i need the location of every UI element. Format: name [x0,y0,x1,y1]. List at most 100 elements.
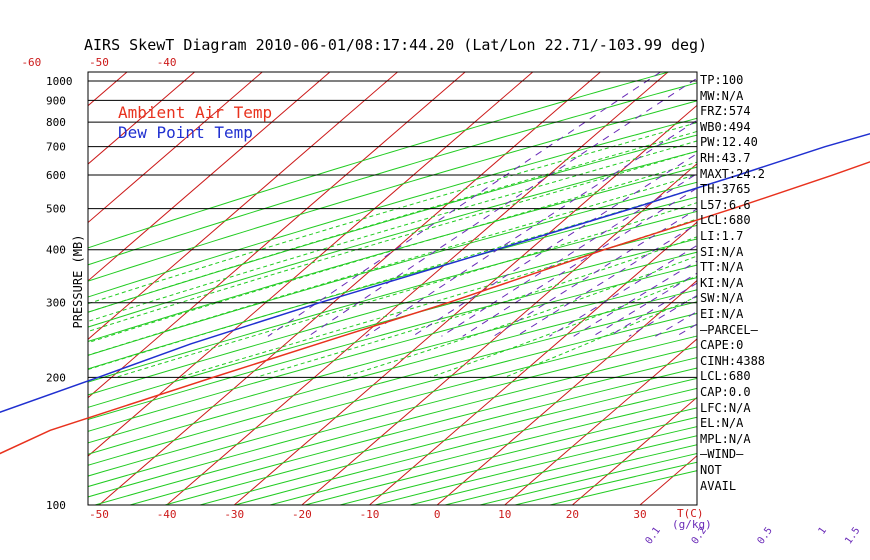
dry-adiabat-line [88,289,697,455]
legend-entry: Dew Point Temp [118,123,253,142]
bottom-temp-tick-label: -50 [89,508,109,521]
mixing-ratio-line [516,223,697,337]
moist-adiabat-line [255,236,697,378]
pressure-tick-label: 200 [46,371,66,384]
bottom-temp-tick-label: -10 [360,508,380,521]
dry-adiabat-line [88,82,697,266]
moist-adiabat-line [88,150,697,333]
dry-adiabat-line [374,426,697,505]
index-readout: TP:100 [700,73,744,87]
isotherm-line [88,72,398,340]
dry-adiabat-line [88,210,697,383]
index-readout: NOT [700,463,722,477]
isotherm-line [88,72,466,399]
index-readout: CAP:0.0 [700,385,751,399]
index-readout: SI:N/A [700,244,744,259]
index-readout: TH:3765 [700,182,751,197]
dry-adiabat-line [88,134,697,313]
isotherm-line [436,279,697,505]
pressure-tick-label: 1000 [46,75,73,88]
bottom-temp-unit: T(C) [677,507,704,520]
index-readout: PW:12.40 [700,135,758,150]
dry-adiabat-line [88,251,697,420]
dry-adiabat-line [199,377,697,505]
pressure-tick-label: 500 [46,203,66,216]
index-readout: RH:43.7 [700,151,751,165]
index-readout: LCL:680 [700,213,751,228]
isotherm-line [98,72,601,505]
top-temp-tick-label: -40 [157,56,177,69]
dry-adiabat-line [444,444,697,505]
isotherm-line [369,221,697,505]
dry-adiabat-line [88,117,697,298]
dry-adiabat-line [88,324,697,488]
mixing-ratio-line [655,310,697,337]
moist-adiabat-line [88,122,697,305]
moist-adiabat-line [88,187,697,371]
mixing-ratio-line [592,272,697,337]
isotherm-line [88,72,195,165]
dry-adiabat-line [88,301,697,466]
moist-adiabat-line [179,218,697,378]
moist-adiabat-line [429,275,697,378]
index-readout: LCL:680 [700,369,751,384]
mixing-ratio-line [608,282,697,337]
moist-adiabat-line [88,173,697,356]
mixing-ratio-tick-label: 1.5 [843,525,862,546]
mixing-ratio-line [365,119,697,337]
mixing-ratio-tick-label: 0.5 [756,525,775,546]
index-readout: AVAIL [700,478,737,493]
top-temp-tick-label: -50 [89,56,109,69]
bottom-temp-tick-label: -20 [292,508,312,521]
plot-area [88,72,697,505]
y-axis-label: PRESSURE (MB) [71,235,85,329]
index-readout: —WIND— [700,447,744,462]
index-readout: CAPE:0 [700,338,744,353]
index-readout: WB0:494 [700,119,751,134]
pressure-tick-label: 700 [46,141,66,154]
bottom-temp-tick-label: -30 [224,508,244,521]
isotherm-line [504,338,697,505]
bottom-temp-tick-label: 30 [633,508,646,521]
dry-adiabat-line [88,100,697,282]
pressure-tick-label: 300 [46,297,66,310]
index-readout: FRZ:574 [700,104,751,119]
bottom-temp-tick-label: -40 [157,508,177,521]
dry-adiabat-line [88,224,697,396]
mixing-ratio-tick-label: 1 [817,525,829,536]
index-readout: CINH:4388 [700,353,766,368]
plot-frame [87,71,698,506]
index-readout: MW:N/A [700,88,744,103]
isotherm-line [88,72,263,224]
index-readout: EL:N/A [700,416,744,431]
dry-adiabat-line [88,312,697,477]
legend-entry: Ambient Air Temp [118,103,272,122]
pressure-tick-label: 600 [46,169,66,182]
isotherm-line [88,72,331,282]
index-readout: SW:N/A [700,291,744,306]
pressure-tick-label: 400 [46,244,66,257]
bottom-temp-tick-label: 0 [434,508,441,521]
isotherm-line [301,163,697,505]
pressure-tick-label: 100 [46,499,66,512]
dry-adiabat-line [88,166,697,342]
dewpoint-line [0,132,870,413]
mixing-ratio-unit: (g/kg) [672,518,712,531]
isotherm-line [572,396,697,505]
index-readout: L57:6.6 [700,197,751,212]
index-readout: LFC:N/A [700,400,751,415]
top-temp-tick-label: -60 [21,56,41,69]
dry-adiabat-line [88,72,669,249]
index-readout: EI:N/A [700,307,744,321]
index-readout: MAXT:24.2 [700,166,766,181]
moist-adiabat-line [342,255,697,378]
dry-adiabat-line [514,461,697,505]
dry-adiabat-line [88,277,697,444]
bottom-temp-tick-label: 10 [498,508,511,521]
dry-adiabat-line [88,150,697,328]
isotherm-line [88,72,128,107]
isotherm-line [88,72,534,457]
bottom-temp-tick-label: 20 [566,508,579,521]
moist-adiabat-line [115,202,697,378]
chart-title: AIRS SkewT Diagram 2010-06-01/08:17:44.2… [84,36,708,54]
